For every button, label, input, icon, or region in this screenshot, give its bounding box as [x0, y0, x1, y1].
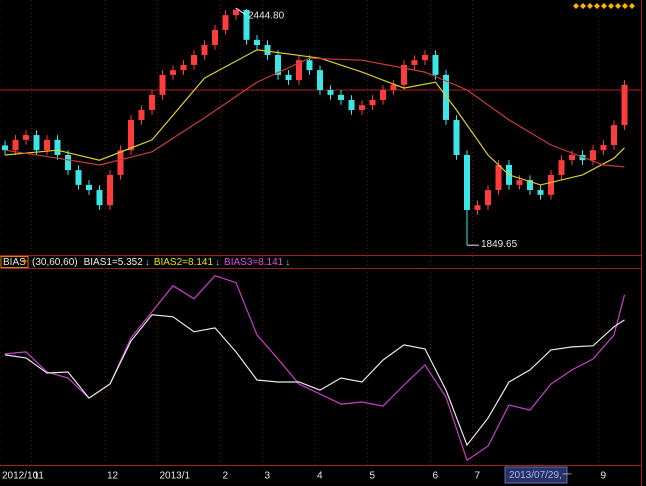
candle-body: [233, 9, 239, 16]
candle-body: [338, 94, 344, 101]
candle-body: [296, 60, 302, 81]
cursor-date-box: [504, 466, 568, 484]
candle-body: [432, 54, 439, 75]
legend-label: BIAS2=8.141: [154, 257, 214, 268]
candle-body: [380, 90, 386, 101]
candle-body: [264, 45, 271, 55]
candle-body: [359, 105, 365, 110]
candle-body: [422, 54, 428, 61]
x-tick-label: 9: [601, 471, 607, 482]
candle-body: [285, 74, 292, 81]
legend-arrow: ↓: [215, 257, 220, 268]
candle-body: [495, 164, 502, 191]
candle-body: [75, 170, 82, 185]
x-tick-label: 11: [34, 471, 45, 482]
candle-body: [23, 135, 29, 140]
candle-body: [443, 74, 449, 120]
candle-body: [317, 70, 323, 91]
legend-arrow: ↓: [145, 257, 150, 268]
candle-body: [117, 150, 124, 175]
candle-body: [180, 64, 187, 71]
candle-body: [464, 154, 470, 210]
series-line: [4, 57, 625, 168]
candle-body: [306, 60, 313, 71]
candle-body: [138, 109, 145, 120]
candle-body: [96, 190, 103, 206]
candle-body: [86, 184, 92, 191]
candle-body: [149, 94, 155, 110]
candle-body: [516, 180, 523, 185]
scroll-indicator[interactable]: [573, 3, 635, 9]
candle-body: [201, 45, 208, 55]
candle-body: [191, 54, 197, 65]
candle-body: [527, 180, 533, 191]
candle-body: [474, 205, 481, 210]
candle-body: [411, 60, 418, 65]
candle-body: [128, 119, 134, 151]
candle-body: [485, 190, 491, 206]
low-label: 1849.65: [481, 239, 518, 250]
x-tick-label: 2012/10: [2, 471, 39, 482]
high-label: 2444.80: [248, 11, 285, 22]
dropdown-icon[interactable]: [22, 260, 27, 264]
candle-body: [54, 139, 61, 155]
x-tick-label: 3: [265, 471, 271, 482]
candle-body: [222, 15, 229, 30]
series-line: [4, 314, 625, 447]
candle-body: [2, 145, 8, 151]
candle-body: [611, 125, 617, 146]
candle-body: [33, 135, 40, 151]
legend-arrow: ↓: [285, 257, 290, 268]
candle-body: [453, 119, 460, 155]
leader-line: [235, 7, 247, 16]
candle-body: [558, 160, 565, 175]
candle-body: [390, 84, 397, 91]
x-tick-label: 5: [370, 471, 376, 482]
candle-body: [348, 100, 355, 110]
x-tick-label: 7: [475, 471, 481, 482]
x-tick-label: 12: [107, 471, 119, 482]
candle-body: [327, 90, 334, 95]
candle-body: [243, 9, 250, 40]
candle-body: [170, 70, 176, 75]
candle-body: [254, 39, 260, 46]
indicator-params: (30,60,60): [32, 257, 78, 268]
candle-body: [44, 139, 50, 151]
legend-label: BIAS1=5.352: [84, 257, 144, 268]
candle-body: [569, 154, 575, 161]
indicator-button[interactable]: [0, 256, 29, 268]
legend-label: BIAS3=8.141: [224, 257, 284, 268]
x-tick-label: 2013/1: [160, 471, 191, 482]
candle-body: [107, 174, 113, 206]
candle-body: [600, 145, 607, 151]
candle-body: [621, 84, 628, 126]
candle-body: [159, 74, 166, 95]
candle-body: [590, 150, 596, 161]
candle-body: [401, 64, 407, 85]
candle-body: [65, 154, 71, 171]
cursor-date: 2013/07/29,一: [509, 470, 572, 481]
candle-body: [12, 139, 19, 151]
indicator-name[interactable]: BIAS: [3, 257, 26, 268]
candle-body: [537, 190, 544, 195]
candle-body: [212, 29, 218, 46]
candle-body: [548, 174, 554, 195]
candle-body: [369, 100, 376, 106]
x-tick-label: 4: [317, 471, 323, 482]
x-tick-label: 6: [433, 471, 439, 482]
series-line: [4, 49, 625, 186]
candle-body: [275, 54, 281, 75]
x-tick-label: 2: [223, 471, 229, 482]
